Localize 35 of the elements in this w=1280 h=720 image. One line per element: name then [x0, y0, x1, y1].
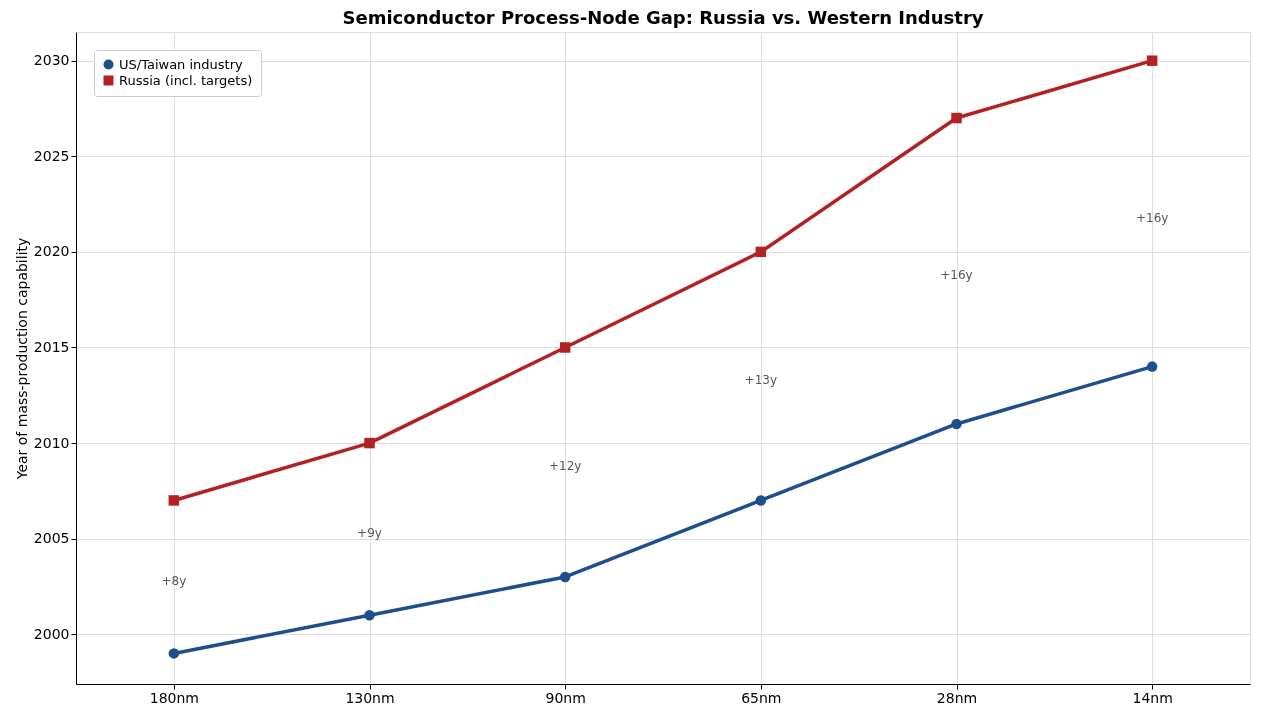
x-tick-label: 14nm — [1132, 689, 1173, 706]
point — [168, 648, 180, 659]
x-tick-label: 90nm — [545, 689, 586, 706]
point — [364, 437, 375, 449]
legend-label: US/Taiwan industry — [119, 56, 244, 72]
point — [559, 571, 571, 583]
x-tick-label: 180nm — [149, 689, 199, 706]
legend-label: Russia (incl. targets) — [119, 72, 253, 88]
x-tick-label: 28nm — [936, 689, 978, 706]
point — [168, 495, 180, 506]
y-tick-label: 2030 — [33, 52, 70, 69]
y-tick-label: 2010 — [33, 434, 70, 451]
y-tick-label: 2000 — [33, 625, 70, 642]
annotation: +13y — [744, 373, 778, 388]
point — [951, 112, 962, 124]
annotation: +8y — [161, 573, 187, 588]
annotation: +12y — [548, 459, 582, 474]
y-tick-label: 2020 — [33, 243, 70, 260]
point — [559, 342, 571, 353]
y-tick-label: 2025 — [33, 147, 70, 164]
chart-title: Semiconductor Process-Node Gap: Russia vs. Western Industry — [342, 7, 984, 28]
point — [1146, 55, 1158, 66]
x-tick-label: 65nm — [741, 689, 782, 706]
point — [951, 418, 962, 430]
y-tick-label: 2005 — [33, 530, 70, 547]
annotation: +16y — [1135, 210, 1169, 225]
y-axis-title: Year of mass-production capability — [13, 237, 30, 481]
x-tick-label: 130nm — [345, 689, 395, 706]
annotation: +16y — [940, 268, 973, 282]
point — [755, 246, 767, 258]
point — [364, 609, 375, 621]
point — [1146, 361, 1158, 372]
point — [755, 495, 767, 506]
y-tick-label: 2015 — [33, 338, 70, 355]
annotation: +9y — [357, 526, 382, 541]
